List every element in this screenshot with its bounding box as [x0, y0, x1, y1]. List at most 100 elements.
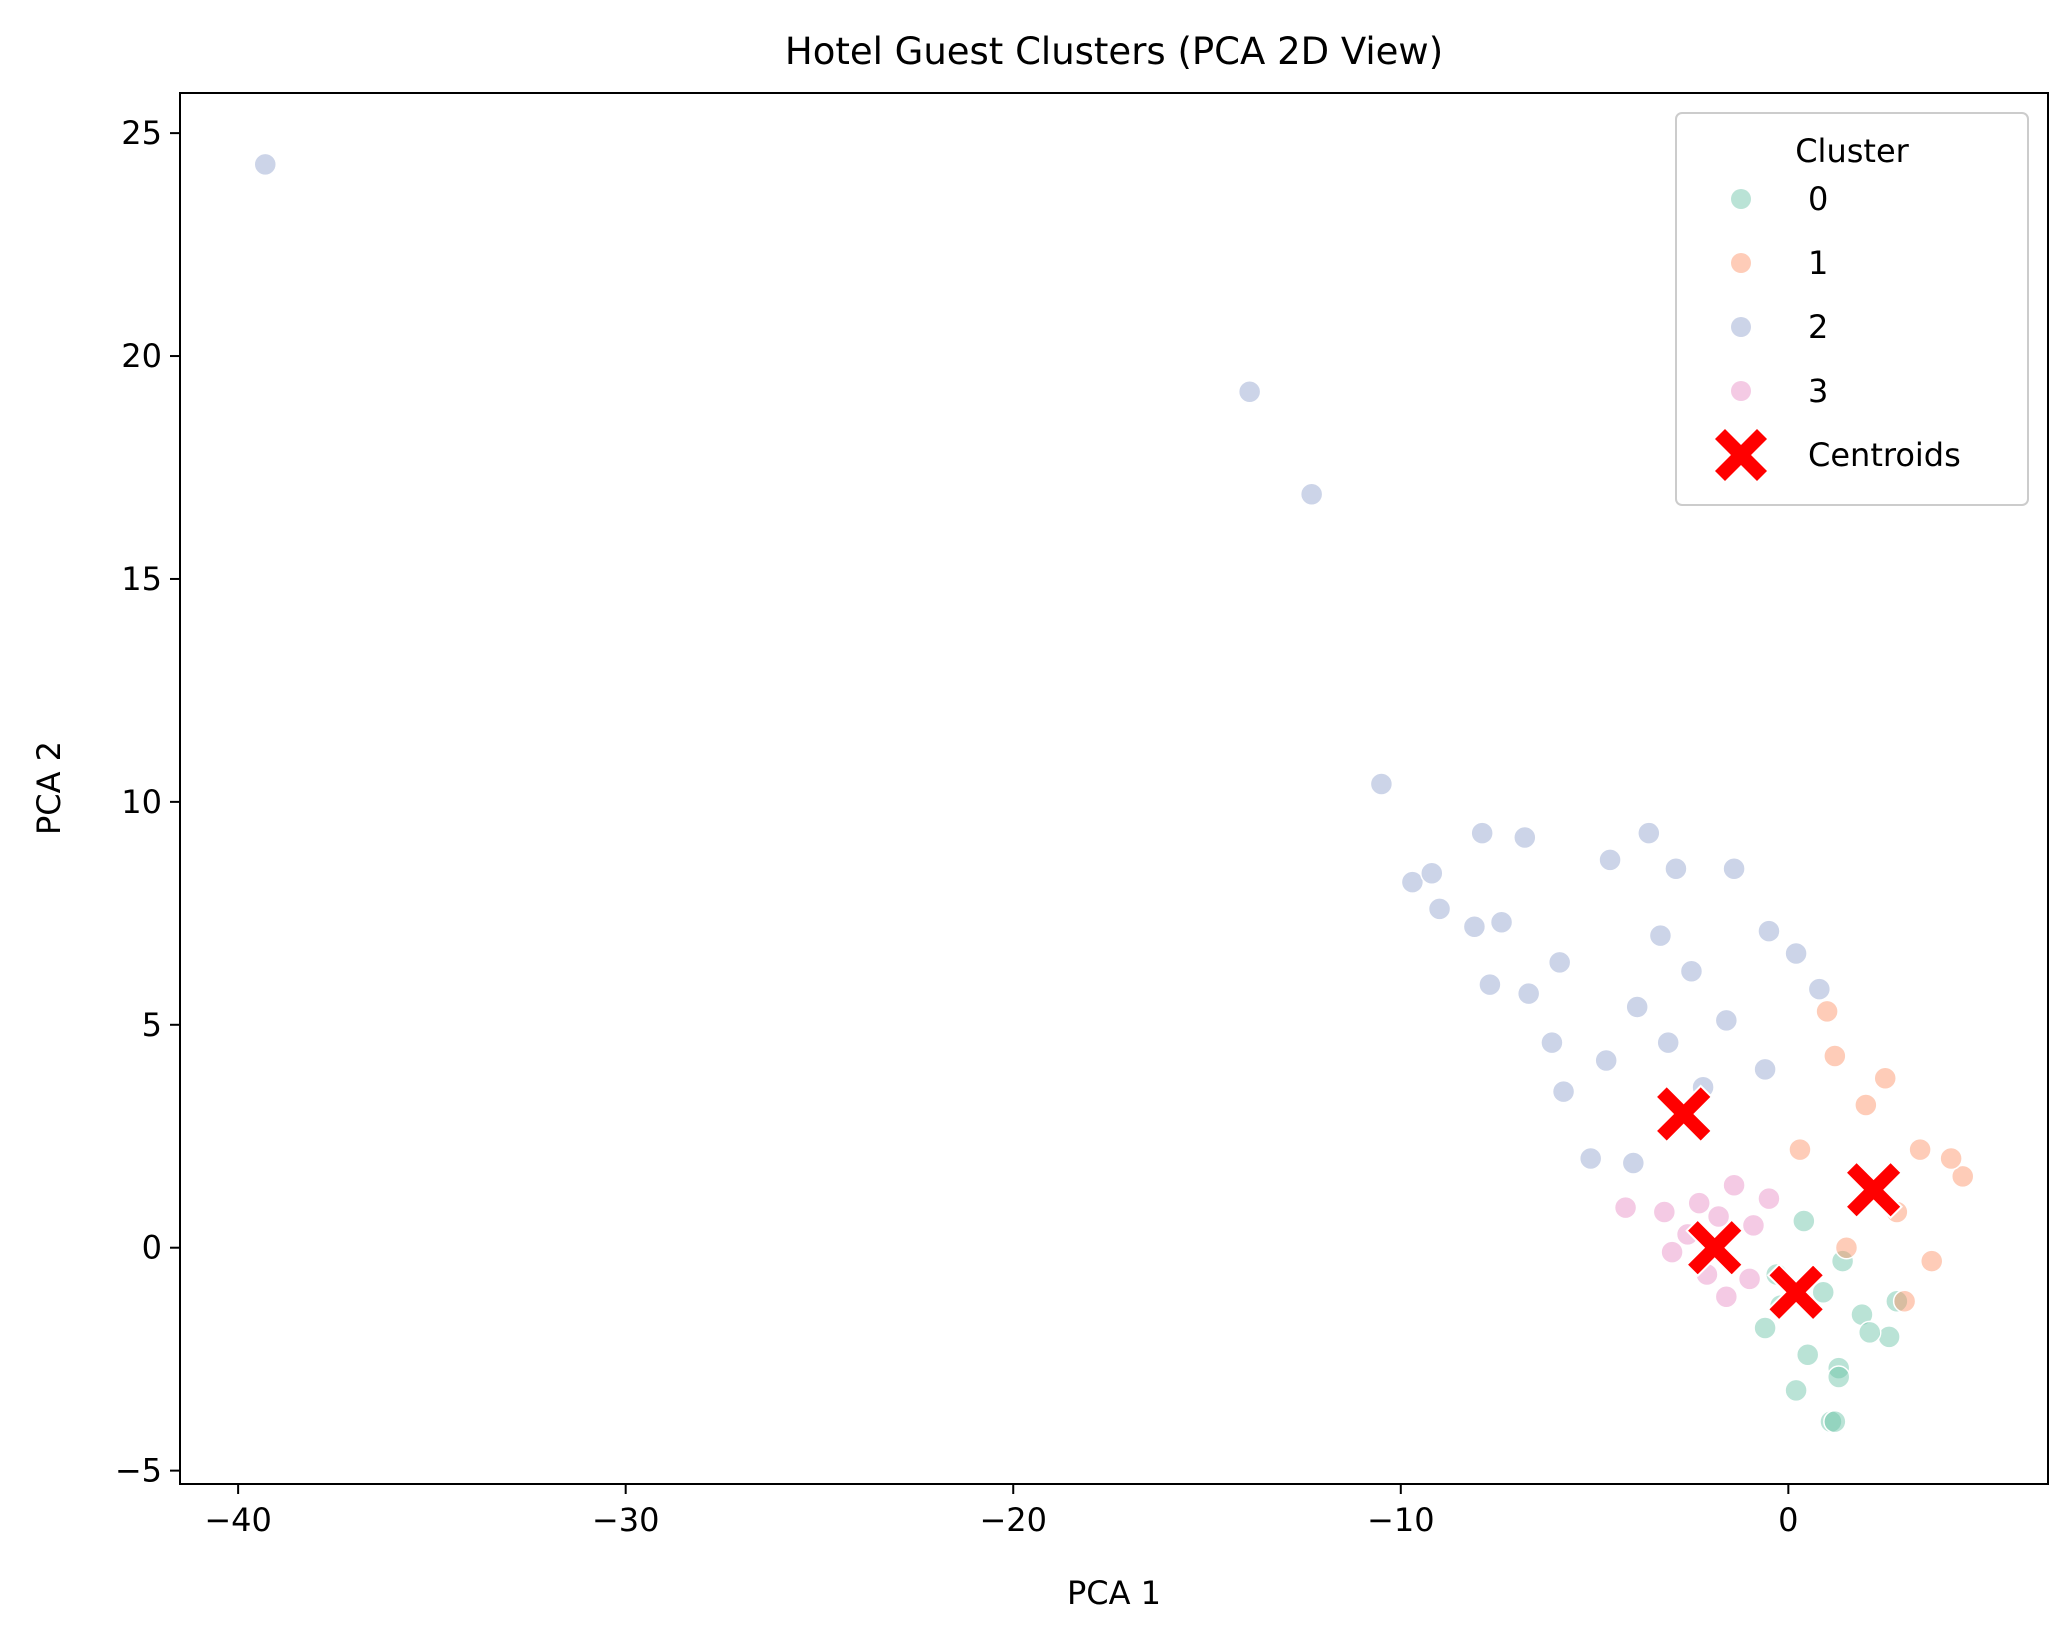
x-axis-ticks: −40 −30 −20 −10 0 — [204, 1484, 1799, 1539]
cluster-2-point — [1299, 482, 1324, 506]
legend-marker-3 — [1731, 381, 1751, 401]
cluster-2-point — [1551, 1079, 1576, 1104]
cluster-2-point — [1547, 950, 1572, 975]
legend-label: 3 — [1808, 372, 1828, 410]
cluster-2-point — [1621, 1151, 1646, 1175]
y-tick-label: 20 — [121, 337, 162, 375]
cluster-0-point — [1830, 1249, 1855, 1273]
data-points-layer — [253, 152, 1975, 1434]
cluster-2-point — [1753, 1057, 1777, 1082]
cluster-1-point — [1919, 1249, 1944, 1273]
cluster-2-point — [1400, 870, 1425, 894]
cluster-0-point — [1826, 1356, 1851, 1380]
x-axis-label: PCA 1 — [1067, 1574, 1161, 1612]
x-tick-label: −40 — [204, 1501, 272, 1539]
y-tick-label: −5 — [115, 1452, 162, 1490]
cluster-2-point — [1540, 1030, 1564, 1055]
cluster-0-point — [1877, 1325, 1901, 1349]
cluster-1-point — [1788, 1137, 1812, 1162]
y-tick-label: 25 — [121, 114, 162, 152]
cluster-3-point — [1722, 1173, 1746, 1198]
cluster-2-point — [1722, 857, 1746, 881]
cluster-3-point — [1757, 1186, 1781, 1211]
legend-box — [1675, 112, 2029, 506]
cluster-3-point — [1737, 1267, 1762, 1291]
cluster-1-point — [1815, 999, 1839, 1024]
y-tick-label: 10 — [121, 783, 162, 821]
centroid-marker — [1844, 1160, 1904, 1220]
legend-marker-2 — [1731, 317, 1751, 337]
y-axis-ticks: −5 0 5 10 15 20 25 — [115, 114, 180, 1490]
cluster-3-point — [1741, 1213, 1766, 1238]
cluster-3-point — [1714, 1285, 1739, 1309]
cluster-2-point — [1714, 1008, 1739, 1033]
cluster-2-point — [1462, 914, 1487, 939]
y-tick-label: 15 — [121, 560, 162, 598]
cluster-0-point — [1792, 1209, 1816, 1233]
cluster-2-point — [1637, 821, 1661, 845]
legend-marker-1 — [1731, 253, 1751, 273]
cluster-2-point — [1237, 379, 1262, 404]
cluster-2-point — [1757, 919, 1781, 943]
cluster-1-point — [1908, 1137, 1932, 1162]
legend-marker-0 — [1731, 189, 1751, 209]
cluster-3-point — [1706, 1204, 1731, 1229]
cluster-2-point — [1664, 857, 1688, 881]
cluster-2-point — [1513, 825, 1537, 850]
cluster-1-point — [1939, 1146, 1963, 1171]
legend-label: Centroids — [1808, 436, 1961, 474]
cluster-2-point — [1516, 981, 1541, 1006]
cluster-2-point — [1470, 821, 1494, 845]
legend: Cluster 0 1 2 3 Centroids — [1675, 112, 2029, 506]
cluster-2-point — [1578, 1146, 1603, 1171]
cluster-2-point — [1369, 772, 1394, 796]
cluster-2-point — [1679, 959, 1704, 984]
cluster-0-point — [1784, 1378, 1808, 1403]
y-tick-label: 0 — [142, 1229, 162, 1267]
cluster-1-point — [1950, 1164, 1975, 1189]
y-axis-label: PCA 2 — [30, 741, 68, 835]
cluster-3-point — [1652, 1200, 1677, 1224]
cluster-1-point — [1854, 1093, 1878, 1117]
cluster-1-point — [1823, 1044, 1847, 1068]
cluster-2-point — [1420, 861, 1444, 885]
cluster-2-point — [1478, 972, 1502, 997]
centroid-marker — [1685, 1218, 1745, 1278]
x-tick-label: −20 — [979, 1501, 1047, 1539]
cluster-2-point — [1594, 1048, 1618, 1073]
cluster-0-point — [1826, 1365, 1851, 1389]
cluster-2-point — [253, 152, 278, 177]
cluster-0-point — [1795, 1342, 1820, 1367]
cluster-2-point — [1807, 977, 1832, 1001]
cluster-0-point — [1885, 1289, 1909, 1313]
cluster-1-point — [1873, 1066, 1897, 1091]
plot-frame — [179, 92, 2049, 1485]
cluster-2-point — [1656, 1030, 1680, 1055]
cluster-1-point — [1892, 1289, 1917, 1313]
cluster-2-point — [1784, 941, 1808, 966]
cluster-3-point — [1687, 1191, 1711, 1215]
centroid-marker — [1654, 1084, 1714, 1144]
legend-label: 0 — [1808, 180, 1828, 218]
centroids-layer — [1654, 1084, 1904, 1322]
x-tick-label: −30 — [592, 1501, 660, 1539]
cluster-0-point — [1857, 1320, 1882, 1345]
cluster-2-point — [1489, 910, 1514, 934]
legend-label: 2 — [1808, 308, 1828, 346]
cluster-1-point — [1834, 1235, 1859, 1260]
centroid-marker — [1766, 1262, 1826, 1322]
legend-marker-centroids — [1715, 429, 1767, 481]
chart-title: Hotel Guest Clusters (PCA 2D View) — [785, 30, 1443, 73]
legend-label: 1 — [1808, 244, 1828, 282]
cluster-2-point — [1598, 848, 1622, 872]
cluster-0-point — [1823, 1409, 1847, 1434]
x-tick-label: −10 — [1367, 1501, 1435, 1539]
cluster-2-point — [1427, 897, 1452, 921]
legend-title: Cluster — [1795, 132, 1909, 170]
cluster-0-point — [1811, 1280, 1835, 1305]
cluster-0-point — [1753, 1316, 1777, 1340]
y-tick-label: 5 — [142, 1006, 162, 1044]
cluster-2-point — [1625, 995, 1649, 1019]
cluster-2-point — [1648, 923, 1673, 948]
